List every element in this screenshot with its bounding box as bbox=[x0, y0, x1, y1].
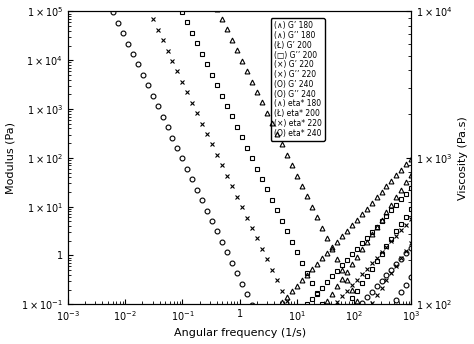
Y-axis label: Viscosity (Pa.s): Viscosity (Pa.s) bbox=[458, 116, 468, 200]
Y-axis label: Modulus (Pa): Modulus (Pa) bbox=[6, 122, 16, 194]
X-axis label: Angular frequency (1/s): Angular frequency (1/s) bbox=[173, 329, 306, 338]
Legend: (∧) G’ 180, (∧) G’’ 180, (Ł) G’ 200, (□) G’’ 200, (×) G’ 220, (×) G’’ 220, (O) G: (∧) G’ 180, (∧) G’’ 180, (Ł) G’ 200, (□)… bbox=[271, 18, 325, 141]
